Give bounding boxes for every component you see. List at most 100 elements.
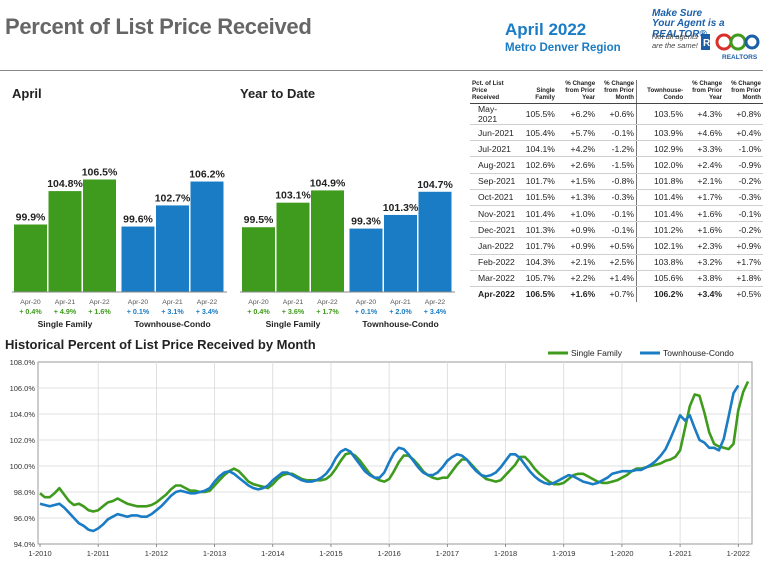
table-cell: -0.1% <box>597 205 637 223</box>
table-header: % Change from Prior Year <box>556 80 598 104</box>
table-cell: +1.8% <box>724 270 763 287</box>
table-cell: +1.5% <box>556 173 598 190</box>
table-cell: Feb-2022 <box>470 254 518 271</box>
group-label: Townhouse-Condo <box>362 319 438 329</box>
table-row: Aug-2021 102.6% +2.6% -1.5% 102.0% +2.4% -0.9% <box>470 156 763 174</box>
bar-value-label: 103.1% <box>275 190 311 202</box>
table-header: Pct. of List Price Received <box>470 80 518 104</box>
y-tick-label: 106.0% <box>10 384 36 393</box>
table-header: % Change from Prior Month <box>597 80 637 104</box>
table-cell: +0.9% <box>724 237 763 255</box>
table-row: Apr-2022 106.5% +1.6% +0.7% 106.2% +3.4% +0.5% <box>470 286 763 303</box>
table-cell: +3.3% <box>685 140 725 158</box>
bar <box>83 179 116 292</box>
x-tick-label: 1-2020 <box>610 549 633 558</box>
table-cell: +3.4% <box>697 289 723 300</box>
bar-value-label: 106.5% <box>82 167 118 179</box>
table-cell: 105.7% <box>517 270 557 287</box>
table-header: % Change from Prior Month <box>724 80 763 104</box>
page-title: Percent of List Price Received <box>5 14 312 39</box>
x-tick-label: 1-2015 <box>319 549 342 558</box>
table-cell: 102.1% <box>636 237 686 255</box>
bar-change-label: + 0.4% <box>247 307 270 316</box>
table-cell: +5.7% <box>556 124 598 142</box>
table-cell: +4.2% <box>556 140 598 158</box>
bar-period-label: Apr-21 <box>390 299 411 306</box>
table-cell: +3.2% <box>685 254 725 271</box>
table-cell: +0.5% <box>736 289 761 300</box>
bar-period-label: Apr-22 <box>425 299 446 306</box>
table-cell: -0.8% <box>597 173 637 190</box>
table-cell: May-2021 <box>470 103 518 125</box>
table-cell: +2.5% <box>597 254 637 271</box>
table-row: Mar-2022 105.7% +2.2% +1.4% 105.6% +3.8% +1.8% <box>470 270 763 287</box>
bar-change-label: + 1.6% <box>88 307 111 316</box>
bar-period-label: Apr-22 <box>317 299 338 306</box>
bar <box>190 181 224 292</box>
bar <box>156 205 189 292</box>
table-cell: +4.6% <box>685 124 725 142</box>
table-row: Dec-2021 101.3% +0.9% -0.1% 101.2% +1.6% -0.2% <box>470 221 763 239</box>
bar <box>121 226 155 292</box>
table-cell: 104.1% <box>517 140 557 158</box>
table-cell: +1.6% <box>570 289 596 300</box>
table-cell: +1.6% <box>685 205 725 223</box>
panel-title-april: April <box>12 86 42 101</box>
table-cell: Apr-2022 <box>478 289 515 300</box>
table-cell: +6.2% <box>556 103 598 125</box>
bar-period-label: Apr-20 <box>128 299 149 306</box>
line-chart-title: Historical Percent of List Price Receive… <box>5 337 316 352</box>
bar-value-label: 99.3% <box>351 216 381 228</box>
x-tick-label: 1-2013 <box>203 549 226 558</box>
report-region: Metro Denver Region <box>505 42 621 54</box>
legend-label: Townhouse-Condo <box>663 350 734 358</box>
table-cell: 102.6% <box>517 156 557 174</box>
report-period: April 2022 <box>505 20 587 39</box>
y-tick-label: 98.0% <box>14 488 36 497</box>
table-cell: +2.6% <box>556 156 598 174</box>
bar-value-label: 99.5% <box>244 214 274 226</box>
bar <box>276 202 310 292</box>
table-cell: +0.5% <box>597 237 637 255</box>
table-row: Nov-2021 101.4% +1.0% -0.1% 101.4% +1.6% -0.1% <box>470 205 763 223</box>
bar-value-label: 106.2% <box>189 169 225 181</box>
x-tick-label: 1-2012 <box>145 549 168 558</box>
table-cell: +1.7% <box>724 254 763 271</box>
table-cell: 102.0% <box>636 156 686 174</box>
group-label: Single Family <box>266 319 321 329</box>
table-cell: Mar-2022 <box>470 270 518 287</box>
table-header: Townhouse-Condo <box>636 80 686 104</box>
table-cell: 103.5% <box>636 103 686 125</box>
table-cell: +2.3% <box>685 237 725 255</box>
table-cell: +2.4% <box>685 156 725 174</box>
bar-value-label: 99.9% <box>16 212 46 224</box>
table-row: Jan-2022 101.7% +0.9% +0.5% 102.1% +2.3% +0.9% <box>470 237 763 255</box>
table-cell: +1.3% <box>556 189 598 206</box>
table-cell: Jul-2021 <box>470 140 518 158</box>
table-cell: +2.1% <box>685 173 725 190</box>
monthly-table: Pct. of List Price Received Single Family… <box>470 80 763 303</box>
table-row: Jul-2021 104.1% +4.2% -1.2% 102.9% +3.3% -1.0% <box>470 140 763 158</box>
table-cell: +1.6% <box>685 221 725 239</box>
svg-text:R: R <box>703 38 711 49</box>
table-cell: 105.5% <box>517 103 557 125</box>
table-cell: -1.2% <box>597 140 637 158</box>
table-cell: +0.4% <box>724 124 763 142</box>
table-row: Jun-2021 105.4% +5.7% -0.1% 103.9% +4.6% +0.4% <box>470 124 763 142</box>
table-cell: -0.3% <box>724 189 763 206</box>
bar-change-label: + 3.1% <box>161 307 184 316</box>
table-cell: 101.7% <box>517 237 557 255</box>
bar-change-label: + 0.1% <box>355 307 378 316</box>
bar-charts: 99.9%Apr-20+ 0.4%104.8%Apr-21+ 4.9%106.5… <box>12 167 455 329</box>
bar-change-label: + 1.7% <box>316 307 339 316</box>
tagline-line-1: Make Sure <box>652 8 703 19</box>
table-cell: Sep-2021 <box>470 173 518 190</box>
x-tick-label: 1-2010 <box>28 549 51 558</box>
bar-period-label: Apr-20 <box>356 299 377 306</box>
x-tick-label: 1-2011 <box>87 549 110 558</box>
realtors-logo-text: REALTORS <box>722 54 758 61</box>
table-cell: -0.1% <box>597 221 637 239</box>
table-cell: Oct-2021 <box>470 189 518 206</box>
table-cell: +2.1% <box>556 254 598 271</box>
bar-value-label: 99.6% <box>123 214 153 226</box>
